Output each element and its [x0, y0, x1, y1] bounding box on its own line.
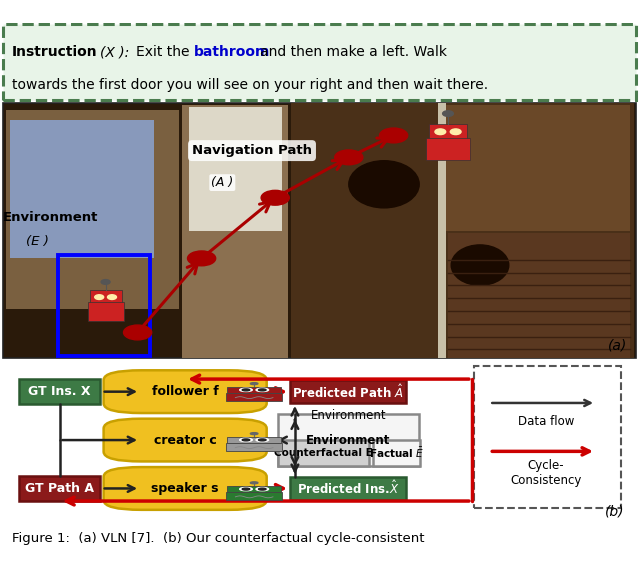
Circle shape — [259, 439, 266, 441]
Text: and then make a left. Walk: and then make a left. Walk — [260, 45, 447, 59]
Text: Environment: Environment — [310, 409, 386, 422]
FancyBboxPatch shape — [290, 477, 406, 500]
Text: (A ): (A ) — [211, 176, 234, 189]
Circle shape — [380, 128, 408, 143]
Text: bathroom: bathroom — [194, 45, 270, 59]
FancyBboxPatch shape — [373, 440, 420, 466]
Circle shape — [188, 251, 216, 266]
Circle shape — [259, 488, 266, 490]
Text: Navigation Path: Navigation Path — [192, 144, 312, 157]
Circle shape — [335, 150, 363, 165]
FancyBboxPatch shape — [19, 379, 100, 404]
Circle shape — [108, 295, 116, 299]
Text: (b): (b) — [605, 504, 625, 518]
Circle shape — [261, 190, 289, 205]
Text: Environment: Environment — [3, 212, 99, 225]
FancyBboxPatch shape — [448, 233, 630, 358]
FancyBboxPatch shape — [278, 414, 419, 466]
FancyBboxPatch shape — [226, 492, 282, 500]
Bar — [429, 124, 467, 140]
Circle shape — [250, 482, 258, 484]
Ellipse shape — [349, 161, 419, 208]
Circle shape — [256, 487, 269, 491]
FancyBboxPatch shape — [278, 440, 369, 466]
Circle shape — [451, 129, 461, 135]
Text: follower f: follower f — [152, 385, 218, 398]
Circle shape — [250, 432, 258, 435]
FancyBboxPatch shape — [227, 486, 281, 492]
Text: Exit the: Exit the — [136, 45, 190, 59]
Text: towards the first door you will see on your right and then wait there.: towards the first door you will see on y… — [12, 78, 488, 92]
FancyBboxPatch shape — [19, 476, 100, 501]
FancyBboxPatch shape — [104, 419, 267, 461]
Text: Cycle-
Consistency: Cycle- Consistency — [510, 459, 582, 487]
Text: GT Path A: GT Path A — [25, 482, 94, 495]
FancyBboxPatch shape — [6, 110, 179, 309]
FancyBboxPatch shape — [474, 366, 621, 508]
Ellipse shape — [451, 245, 509, 285]
Circle shape — [250, 383, 258, 384]
Circle shape — [240, 388, 252, 392]
Text: (E ): (E ) — [26, 235, 49, 248]
FancyBboxPatch shape — [227, 436, 281, 443]
Circle shape — [242, 488, 250, 490]
Bar — [90, 290, 122, 304]
Text: GT Ins. X: GT Ins. X — [28, 385, 91, 398]
Text: (X ):: (X ): — [100, 45, 129, 59]
FancyBboxPatch shape — [182, 105, 288, 358]
Circle shape — [240, 438, 252, 441]
FancyBboxPatch shape — [3, 24, 636, 100]
Text: Figure 1:  (a) VLN [7].  (b) Our counterfactual cycle-consistent: Figure 1: (a) VLN [7]. (b) Our counterfa… — [12, 533, 424, 545]
Text: (a): (a) — [608, 339, 627, 353]
Circle shape — [240, 487, 252, 491]
FancyBboxPatch shape — [227, 387, 281, 393]
Circle shape — [256, 388, 269, 392]
FancyBboxPatch shape — [442, 105, 630, 231]
Circle shape — [259, 389, 266, 391]
Circle shape — [435, 129, 445, 135]
FancyBboxPatch shape — [3, 104, 636, 358]
Text: Counterfactual E: Counterfactual E — [274, 448, 372, 458]
FancyBboxPatch shape — [10, 121, 154, 258]
Circle shape — [124, 325, 152, 340]
Circle shape — [242, 389, 250, 391]
FancyBboxPatch shape — [291, 104, 634, 358]
FancyBboxPatch shape — [104, 467, 267, 510]
Text: Factual $\bar{E}$: Factual $\bar{E}$ — [369, 446, 424, 460]
FancyBboxPatch shape — [438, 104, 446, 358]
Text: Environment: Environment — [306, 434, 390, 447]
Circle shape — [443, 111, 453, 117]
FancyBboxPatch shape — [226, 443, 282, 451]
Circle shape — [101, 280, 110, 284]
Text: Instruction: Instruction — [12, 45, 97, 59]
FancyBboxPatch shape — [104, 370, 267, 413]
Circle shape — [242, 439, 250, 441]
FancyBboxPatch shape — [226, 393, 282, 401]
Bar — [426, 138, 470, 160]
FancyBboxPatch shape — [290, 380, 406, 404]
Text: Predicted Path $\hat{A}$: Predicted Path $\hat{A}$ — [292, 383, 404, 401]
Text: creator c: creator c — [154, 434, 216, 447]
Text: Data flow: Data flow — [518, 415, 574, 428]
Circle shape — [256, 438, 269, 441]
Text: Predicted Ins.$\hat{X}$: Predicted Ins.$\hat{X}$ — [297, 479, 399, 498]
FancyBboxPatch shape — [189, 107, 282, 231]
Bar — [88, 302, 124, 321]
Text: speaker s: speaker s — [152, 482, 219, 495]
Circle shape — [95, 295, 104, 299]
